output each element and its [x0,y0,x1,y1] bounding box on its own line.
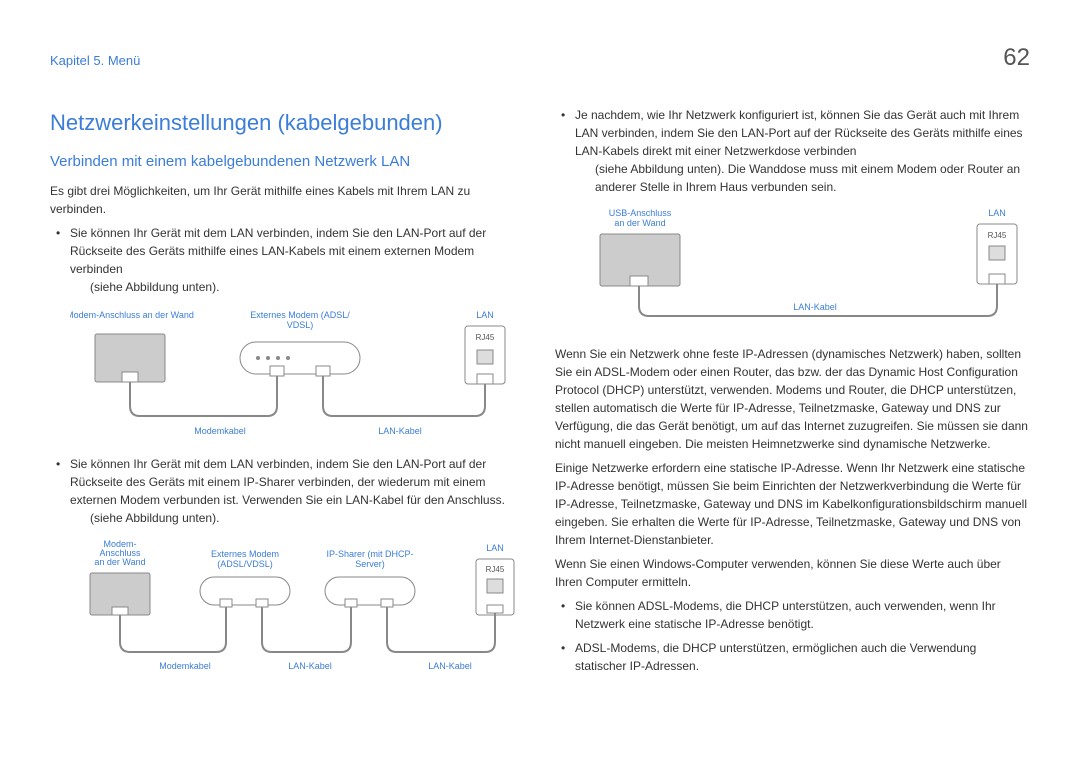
page-header: Kapitel 5. Menü 62 [50,40,1030,76]
body-paragraph: Wenn Sie ein Netzwerk ohne feste IP-Adre… [555,345,1030,453]
left-column: Netzwerkeinstellungen (kabelgebunden) Ve… [50,106,525,696]
bullet-item: Sie können Ihr Gerät mit dem LAN verbind… [70,455,525,527]
bullet-text: Sie können Ihr Gerät mit dem LAN verbind… [70,226,486,276]
bullet-item: Je nachdem, wie Ihr Netzwerk konfigurier… [575,106,1030,196]
cable-label: LAN-Kabel [793,302,837,312]
rj45-label: RJ45 [486,565,505,574]
page-number: 62 [1003,40,1030,76]
sharer-icon [325,577,415,605]
cable-label: LAN-Kabel [428,661,472,671]
body-paragraph: Wenn Sie einen Windows-Computer verwende… [555,555,1030,591]
wall-label: Modem-Anschluss an der Wand [70,310,194,320]
bullet-item: ADSL-Modems, die DHCP unterstützen, ermö… [575,639,1030,675]
svg-text:Externes Modem(ADSL/VDSL): Externes Modem(ADSL/VDSL) [211,549,279,569]
modem-label: Externes Modem (ADSL/VDSL) [250,310,350,330]
bullet-item: Sie können ADSL-Modems, die DHCP unterst… [575,597,1030,633]
cable-label: Modemkabel [159,661,211,671]
lan-label: LAN [988,208,1006,218]
bullet-text: Sie können Ihr Gerät mit dem LAN verbind… [70,457,505,507]
bullet-subtext: (siehe Abbildung unten). [90,509,525,527]
section-heading: Netzwerkeinstellungen (kabelgebunden) [50,106,525,139]
diagram-wall-direct: USB-Anschlussan der Wand LAN RJ45 LAN-Ka… [575,206,1030,331]
subsection-heading: Verbinden mit einem kabelgebundenen Netz… [50,151,525,174]
lan-label: LAN [476,310,494,320]
bullet-subtext: (siehe Abbildung unten). Die Wanddose mu… [595,160,1030,196]
cable-label: Modemkabel [194,426,246,436]
rj45-label: RJ45 [476,333,495,342]
body-paragraph: Einige Netzwerke erfordern eine statisch… [555,459,1030,549]
content-columns: Netzwerkeinstellungen (kabelgebunden) Ve… [50,106,1030,696]
wall-label: Modem-Anschlussan der Wand [94,539,145,567]
bullet-subtext: (siehe Abbildung unten). [90,278,525,296]
bullet-item: Sie können Ihr Gerät mit dem LAN verbind… [70,224,525,296]
chapter-label: Kapitel 5. Menü [50,51,140,71]
diagram-modem-direct: Modem-Anschluss an der Wand Externes Mod… [70,306,525,441]
rj45-label: RJ45 [988,231,1007,240]
intro-text: Es gibt drei Möglichkeiten, um Ihr Gerät… [50,182,525,218]
modem-icon [200,577,290,605]
wall-port-icon [122,372,138,382]
lan-label: LAN [486,543,504,553]
cable-icon [323,376,485,416]
cable-label: LAN-Kabel [288,661,332,671]
svg-text:USB-Anschlussan der Wand: USB-Anschlussan der Wand [609,208,672,228]
cable-label: LAN-Kabel [378,426,422,436]
bullet-text: Je nachdem, wie Ihr Netzwerk konfigurier… [575,108,1023,158]
right-column: Je nachdem, wie Ihr Netzwerk konfigurier… [555,106,1030,696]
svg-text:IP-Sharer (mit DHCP-Server): IP-Sharer (mit DHCP-Server) [326,549,413,569]
diagram-modem-sharer: Modem-Anschlussan der Wand Externes Mode… [70,537,525,682]
